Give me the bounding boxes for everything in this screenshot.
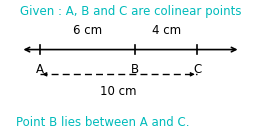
Text: Point B lies between A and C.: Point B lies between A and C. [16,116,189,129]
Text: 6 cm: 6 cm [73,24,102,37]
Text: C: C [193,63,201,76]
Text: Given : A, B and C are colinear points: Given : A, B and C are colinear points [20,5,241,18]
Text: 10 cm: 10 cm [100,85,137,98]
Text: A: A [36,63,44,76]
Text: 4 cm: 4 cm [152,24,181,37]
Text: B: B [131,63,139,76]
